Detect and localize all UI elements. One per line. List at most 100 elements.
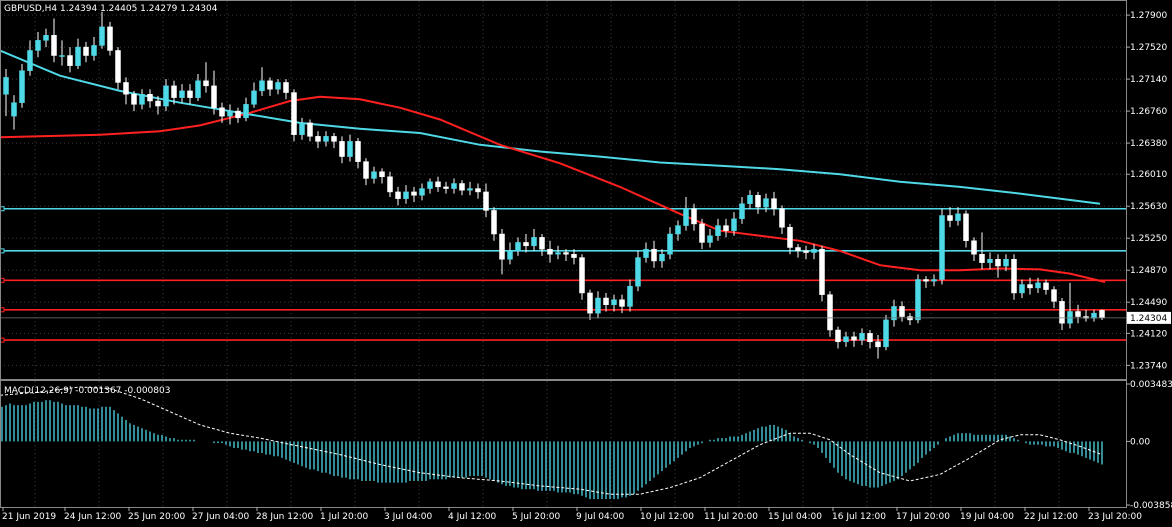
candle-body-up <box>251 90 257 105</box>
price-tick-label: 1.24490 <box>1130 298 1167 308</box>
candle-body-up <box>91 45 97 56</box>
price-tick-label: 1.26380 <box>1130 139 1167 149</box>
candle-body-down <box>315 136 321 142</box>
candle-body-up <box>859 333 865 341</box>
macd-tick-label: 0.00 <box>1130 437 1150 447</box>
candle-body-down <box>1059 301 1065 324</box>
candle-body-down <box>83 46 89 56</box>
candle-body-up <box>1003 259 1009 267</box>
candle-body-down <box>203 80 209 87</box>
current-price-label: 1.24304 <box>1130 314 1167 324</box>
time-tick-label: 21 Jun 2019 <box>2 512 56 522</box>
candle-body-up <box>179 90 185 98</box>
candle-body-up <box>955 213 961 221</box>
candle-body-up <box>195 80 201 98</box>
price-tick-label: 1.23740 <box>1130 361 1167 371</box>
candle-body-up <box>731 218 737 231</box>
time-tick-label: 10 Jul 12:00 <box>640 512 694 522</box>
candle-body-down <box>51 35 57 56</box>
time-tick-label: 5 Jul 20:00 <box>512 512 561 522</box>
candle-body-down <box>155 100 161 107</box>
candle-body-up <box>843 336 849 343</box>
candle-body-down <box>291 92 297 135</box>
candle-body-down <box>851 336 857 341</box>
candle-body-down <box>795 247 801 252</box>
candle-body-down <box>1099 310 1105 319</box>
candle-body-down <box>603 297 609 305</box>
candlesticks <box>3 11 1105 359</box>
candle-body-up <box>371 171 377 179</box>
candle-body-up <box>987 259 993 263</box>
candle-body-down <box>123 82 129 95</box>
candle-body-down <box>691 208 697 225</box>
time-tick-label: 28 Jun 12:00 <box>256 512 313 522</box>
macd-signal-polyline <box>0 386 1103 495</box>
candle-body-up <box>243 104 249 119</box>
candle-body-down <box>411 191 417 196</box>
candle-body-down <box>211 85 217 108</box>
macd-tick-label: -0.003858 <box>1130 501 1172 511</box>
moving-averages <box>0 49 1106 283</box>
time-tick-label: 22 Jul 12:00 <box>1024 512 1078 522</box>
candle-body-down <box>723 225 729 231</box>
candle-body-down <box>779 208 785 228</box>
candle-body-up <box>659 253 665 262</box>
candle-body-up <box>635 257 641 287</box>
candle-body-down <box>107 26 113 51</box>
candle-body-down <box>827 294 833 331</box>
candle-body-up <box>227 110 233 117</box>
candle-body-up <box>323 136 329 142</box>
macd-grid <box>34 381 1060 507</box>
candle-body-down <box>131 94 137 105</box>
candle-body-up <box>3 77 9 95</box>
level-marker <box>0 206 5 212</box>
candle-body-up <box>667 233 673 255</box>
candle-body-up <box>683 208 689 226</box>
candle-body-up <box>939 215 945 280</box>
candle-body-up <box>419 188 425 196</box>
candle-body-up <box>1035 282 1041 289</box>
candle-body-down <box>379 171 385 178</box>
price-grid <box>0 1 1126 379</box>
candle-body-down <box>459 183 465 191</box>
candle-body-down <box>499 233 505 260</box>
candle-body-up <box>35 40 41 51</box>
price-tick-label: 1.24870 <box>1130 266 1167 276</box>
candle-body-up <box>11 102 17 117</box>
candle-body-down <box>171 85 177 98</box>
candle-body-down <box>755 195 761 208</box>
candle-body-down <box>443 186 449 189</box>
candle-body-up <box>531 237 537 247</box>
candle-body-up <box>139 94 145 105</box>
candle-body-down <box>363 161 369 179</box>
candle-body-down <box>819 248 825 295</box>
time-tick-label: 1 Jul 20:00 <box>320 512 369 522</box>
candle-body-up <box>19 70 25 103</box>
candle-body-up <box>163 85 169 107</box>
fast-ma-line <box>0 95 1106 283</box>
candle-body-up <box>1091 312 1097 319</box>
candle-body-down <box>867 333 873 343</box>
candle-body-down <box>979 253 985 263</box>
candle-body-down <box>523 242 529 247</box>
candle-body-down <box>899 306 905 317</box>
candle-body-up <box>595 297 601 314</box>
price-tick-label: 1.27140 <box>1130 75 1167 85</box>
candle-body-up <box>891 306 897 321</box>
candle-body-down <box>283 82 289 93</box>
candle-body-up <box>1019 284 1025 294</box>
time-tick-label: 24 Jun 12:00 <box>64 512 121 522</box>
macd-histogram <box>1 400 1103 500</box>
candle-body-up <box>427 181 433 189</box>
candle-body-down <box>339 141 345 157</box>
candle-body-up <box>347 141 353 157</box>
chart-title: GBPUSD,H4 1.24394 1.24405 1.24279 1.2430… <box>4 4 218 14</box>
candle-body-down <box>771 198 777 210</box>
time-tick-label: 11 Jul 20:00 <box>704 512 758 522</box>
candle-body-up <box>627 285 633 307</box>
candle-body-down <box>219 107 225 117</box>
candle-body-down <box>579 257 585 294</box>
candle-body-down <box>187 90 193 98</box>
